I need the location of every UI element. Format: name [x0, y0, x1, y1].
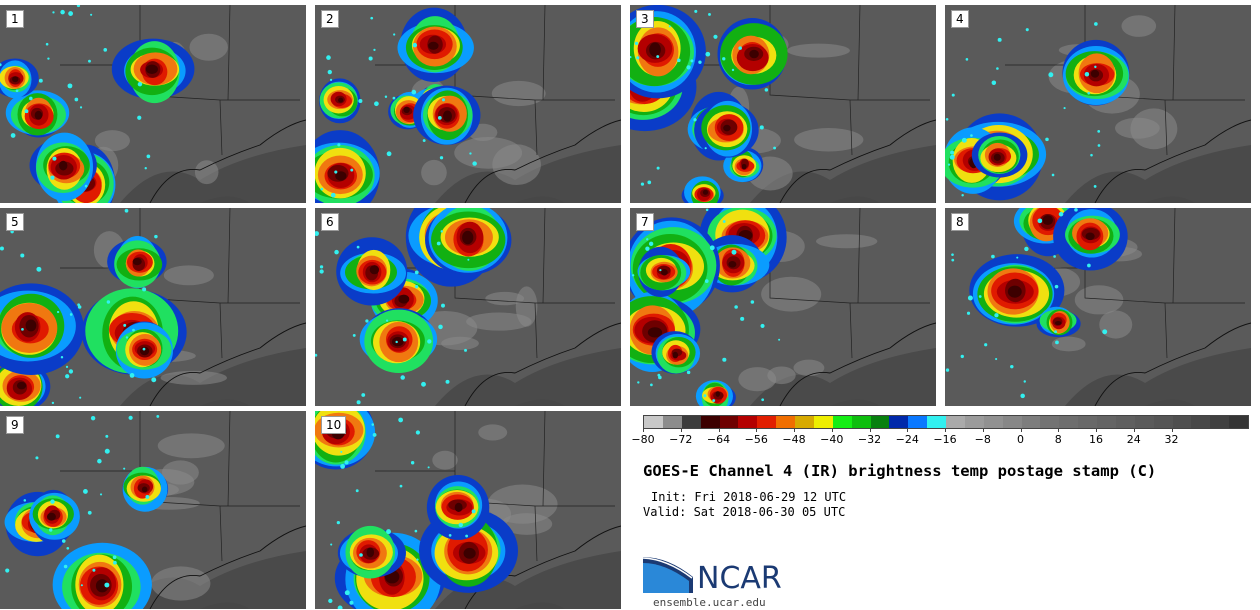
colorbar-swatch [1078, 416, 1097, 428]
colorbar-swatch [662, 416, 682, 428]
member-panel-7[interactable]: 7 [630, 208, 936, 406]
ir-map [630, 5, 936, 203]
colorbar-swatch [1002, 416, 1022, 428]
colorbar-tick-mark [1171, 428, 1173, 432]
panel-number: 2 [321, 10, 339, 28]
colorbar-tick-mark [718, 428, 720, 432]
colorbar-swatch [851, 416, 871, 428]
colorbar-swatch [1172, 416, 1192, 428]
ir-map [945, 208, 1251, 406]
colorbar-tick-label: −48 [782, 433, 806, 446]
member-panel-6[interactable]: 6 [315, 208, 621, 406]
member-panel-1[interactable]: 1 [0, 5, 306, 203]
ir-map [945, 5, 1251, 203]
ir-map [0, 5, 306, 203]
colorbar-tick-label: 8 [1054, 433, 1062, 446]
panel-number: 5 [6, 213, 24, 231]
ir-map [315, 208, 621, 406]
colorbar-swatch [1115, 416, 1135, 428]
colorbar-tick-label: −72 [669, 433, 693, 446]
colorbar-swatch [795, 416, 814, 428]
colorbar-tick-mark [680, 428, 682, 432]
ncar-logo-icon[interactable] [643, 555, 803, 595]
panel-number: 6 [321, 213, 339, 231]
colorbar-swatch [1210, 416, 1230, 428]
page-title: GOES-E Channel 4 (IR) brightness temp po… [643, 462, 1157, 480]
colorbar-swatch [983, 416, 1003, 428]
member-panel-4[interactable]: 4 [945, 5, 1251, 203]
colorbar-tick-mark [1020, 428, 1022, 432]
ir-map [315, 411, 621, 609]
colorbar-tick-label: −32 [857, 433, 882, 446]
colorbar-swatch [776, 416, 795, 428]
colorbar-tick-mark [1058, 428, 1060, 432]
panel-number: 1 [6, 10, 24, 28]
colorbar-swatch [1229, 416, 1248, 428]
colorbar-swatch [738, 416, 758, 428]
colorbar-tick-label: 32 [1164, 433, 1179, 446]
panel-number: 3 [636, 10, 654, 28]
panel-number: 4 [951, 10, 969, 28]
colorbar-tick-mark [643, 428, 644, 432]
colorbar-swatch [700, 416, 720, 428]
colorbar-swatch [908, 416, 928, 428]
colorbar [643, 415, 1249, 429]
colorbar-swatch [1059, 416, 1079, 428]
colorbar-swatch [1134, 416, 1154, 428]
colorbar-tick-mark [869, 428, 871, 432]
colorbar-tick-mark [1096, 428, 1097, 432]
colorbar-tick-label: 24 [1126, 433, 1141, 446]
colorbar-swatch [719, 416, 739, 428]
member-panel-5[interactable]: 5 [0, 208, 306, 406]
colorbar-tick-mark [1133, 428, 1135, 432]
colorbar-tick-mark [907, 428, 909, 432]
colorbar-tick-label: −80 [631, 433, 655, 446]
colorbar-swatch [757, 416, 777, 428]
member-panel-3[interactable]: 3 [630, 5, 936, 203]
colorbar-swatch [889, 416, 909, 428]
colorbar-swatch [1097, 416, 1116, 428]
colorbar-tick-mark [982, 428, 984, 432]
colorbar-tick-label: 0 [1017, 433, 1024, 446]
ir-map [315, 5, 621, 203]
ir-map [630, 208, 936, 406]
panel-number: 10 [321, 416, 347, 434]
colorbar-tick-mark [794, 428, 795, 432]
colorbar-swatch [946, 416, 965, 428]
ir-map [0, 411, 306, 609]
panel-number: 7 [636, 213, 654, 231]
colorbar-tick-label: −16 [933, 433, 957, 446]
colorbar-tick-label: −64 [706, 433, 731, 446]
colorbar-swatch [832, 416, 852, 428]
colorbar-tick-label: 16 [1089, 433, 1103, 446]
ensemble-url[interactable]: ensemble.ucar.edu [653, 596, 766, 609]
panel-number: 9 [6, 416, 24, 434]
colorbar-swatch [870, 416, 890, 428]
colorbar-tick-label: −40 [820, 433, 844, 446]
colorbar-swatch [1191, 416, 1211, 428]
colorbar-tick-mark [756, 428, 758, 432]
colorbar-swatch [1021, 416, 1041, 428]
ncar-logo-text: NCAR [697, 561, 782, 596]
colorbar-tick-label: −56 [744, 433, 768, 446]
colorbar-swatch [1153, 416, 1173, 428]
member-panel-10[interactable]: 10 [315, 411, 621, 609]
colorbar-swatch [644, 416, 663, 428]
colorbar-tick-mark [831, 428, 833, 432]
valid-time: Valid: Sat 2018-06-30 05 UTC [643, 505, 846, 519]
colorbar-tick-label: −24 [895, 433, 919, 446]
colorbar-tick-mark [945, 428, 946, 432]
colorbar-swatch [964, 416, 984, 428]
member-panel-8[interactable]: 8 [945, 208, 1251, 406]
colorbar-tick-label: −8 [974, 433, 991, 446]
panel-number: 8 [951, 213, 969, 231]
ir-map [0, 208, 306, 406]
colorbar-swatch [813, 416, 833, 428]
member-panel-2[interactable]: 2 [315, 5, 621, 203]
colorbar-swatch [681, 416, 701, 428]
member-panel-9[interactable]: 9 [0, 411, 306, 609]
init-time: Init: Fri 2018-06-29 12 UTC [651, 490, 847, 504]
colorbar-swatch [1040, 416, 1060, 428]
colorbar-swatch [927, 416, 946, 428]
